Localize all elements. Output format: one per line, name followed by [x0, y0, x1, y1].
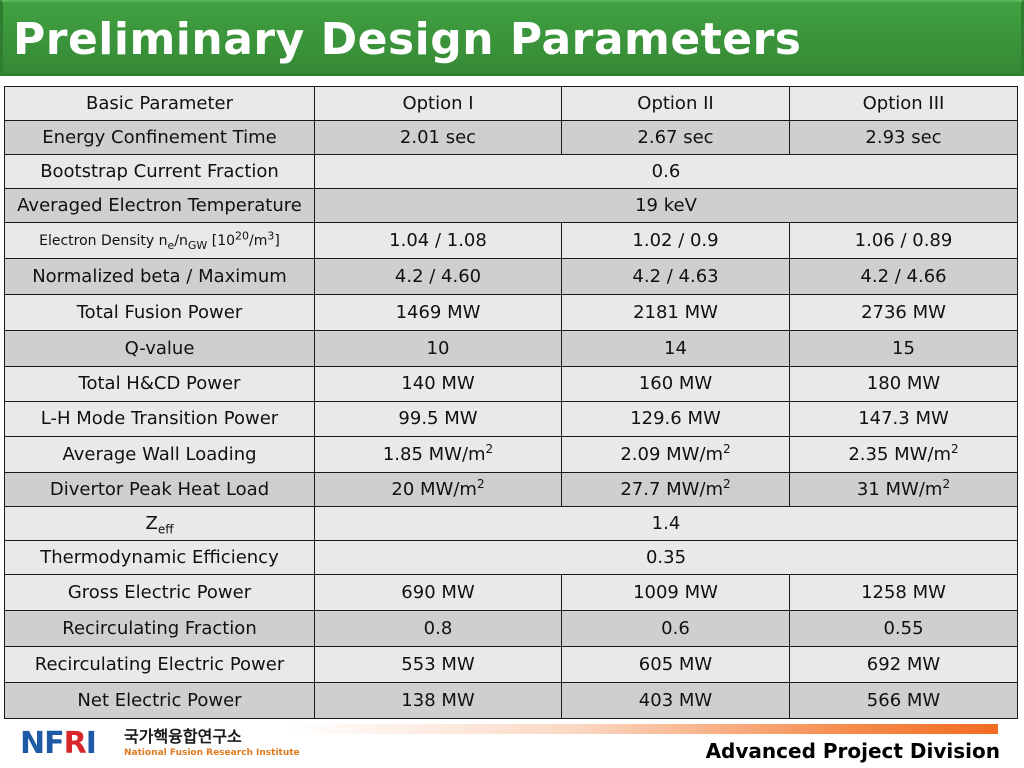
table-row: Q-value 10 14 15 [4, 330, 1018, 367]
cell-option-3: 566 MW [789, 682, 1018, 719]
table-row: Zeff 1.4 [4, 506, 1018, 541]
cell-option-3: 4.2 / 4.66 [789, 258, 1018, 295]
cell-option-2: 0.6 [561, 610, 790, 647]
cell-option-1: 140 MW [314, 366, 562, 402]
nfri-logo-korean: 국가핵융합연구소 [124, 727, 242, 746]
header-option-3: Option III [789, 86, 1018, 121]
table-row: Energy Confinement Time 2.01 sec 2.67 se… [4, 120, 1018, 155]
row-label-zeff: Zeff [4, 506, 315, 541]
row-label: Recirculating Electric Power [4, 646, 315, 683]
header-option-2: Option II [561, 86, 790, 121]
cell-option-1: 553 MW [314, 646, 562, 683]
title-bar: Preliminary Design Parameters [0, 0, 1024, 76]
cell-option-1: 0.8 [314, 610, 562, 647]
cell-option-2: 14 [561, 330, 790, 367]
cell-option-1: 99.5 MW [314, 401, 562, 437]
cell-option-3: 1258 MW [789, 574, 1018, 611]
table-row: Net Electric Power 138 MW 403 MW 566 MW [4, 682, 1018, 719]
division-name: Advanced Project Division [705, 739, 1000, 763]
cell-merged: 1.4 [314, 506, 1018, 541]
cell-option-3: 147.3 MW [789, 401, 1018, 437]
row-label-electron-density: Electron Density ne/nGW [1020/m3] [4, 222, 315, 259]
cell-option-2: 2.09 MW/m2 [561, 436, 790, 473]
table-row: Gross Electric Power 690 MW 1009 MW 1258… [4, 574, 1018, 611]
table-row: Bootstrap Current Fraction 0.6 [4, 154, 1018, 189]
cell-option-3: 1.06 / 0.89 [789, 222, 1018, 259]
cell-option-2: 160 MW [561, 366, 790, 402]
cell-option-1: 1.04 / 1.08 [314, 222, 562, 259]
cell-option-3: 0.55 [789, 610, 1018, 647]
row-label: Averaged Electron Temperature [4, 188, 315, 223]
row-label: Total H&CD Power [4, 366, 315, 402]
header-option-1: Option I [314, 86, 562, 121]
row-label: Total Fusion Power [4, 294, 315, 331]
table-row: Recirculating Electric Power 553 MW 605 … [4, 646, 1018, 683]
table-row: Averaged Electron Temperature 19 keV [4, 188, 1018, 223]
cell-option-1: 10 [314, 330, 562, 367]
cell-option-1: 20 MW/m2 [314, 472, 562, 507]
cell-option-3: 15 [789, 330, 1018, 367]
table-row: Electron Density ne/nGW [1020/m3] 1.04 /… [4, 222, 1018, 259]
table-row: Divertor Peak Heat Load 20 MW/m2 27.7 MW… [4, 472, 1018, 507]
row-label: Bootstrap Current Fraction [4, 154, 315, 189]
cell-option-3: 692 MW [789, 646, 1018, 683]
row-label: Thermodynamic Efficiency [4, 540, 315, 575]
cell-option-2: 2.67 sec [561, 120, 790, 155]
nfri-logo: NFRI 국가핵융합연구소 National Fusion Research I… [20, 726, 300, 763]
cell-option-2: 4.2 / 4.63 [561, 258, 790, 295]
cell-option-1: 2.01 sec [314, 120, 562, 155]
table-row: Total H&CD Power 140 MW 160 MW 180 MW [4, 366, 1018, 402]
nfri-logo-letters: NFRI [20, 726, 97, 761]
table-header-row: Basic Parameter Option I Option II Optio… [4, 86, 1018, 121]
page-title: Preliminary Design Parameters [13, 14, 802, 65]
row-label: Recirculating Fraction [4, 610, 315, 647]
row-label: Q-value [4, 330, 315, 367]
table-row: Recirculating Fraction 0.8 0.6 0.55 [4, 610, 1018, 647]
cell-option-1: 138 MW [314, 682, 562, 719]
cell-option-1: 1469 MW [314, 294, 562, 331]
row-label: Average Wall Loading [4, 436, 315, 473]
cell-merged: 19 keV [314, 188, 1018, 223]
cell-option-1: 1.85 MW/m2 [314, 436, 562, 473]
footer-accent-line [288, 724, 998, 734]
cell-option-1: 690 MW [314, 574, 562, 611]
cell-option-3: 31 MW/m2 [789, 472, 1018, 507]
row-label: Energy Confinement Time [4, 120, 315, 155]
cell-merged: 0.6 [314, 154, 1018, 189]
row-label: Normalized beta / Maximum [4, 258, 315, 295]
parameters-table: Basic Parameter Option I Option II Optio… [4, 86, 1018, 719]
cell-option-3: 2.93 sec [789, 120, 1018, 155]
cell-option-1: 4.2 / 4.60 [314, 258, 562, 295]
table-row: Total Fusion Power 1469 MW 2181 MW 2736 … [4, 294, 1018, 331]
cell-option-2: 403 MW [561, 682, 790, 719]
table-row: Average Wall Loading 1.85 MW/m2 2.09 MW/… [4, 436, 1018, 473]
cell-option-2: 1009 MW [561, 574, 790, 611]
table-row: Thermodynamic Efficiency 0.35 [4, 540, 1018, 575]
row-label: Gross Electric Power [4, 574, 315, 611]
row-label: L-H Mode Transition Power [4, 401, 315, 437]
cell-merged: 0.35 [314, 540, 1018, 575]
cell-option-3: 2736 MW [789, 294, 1018, 331]
cell-option-2: 1.02 / 0.9 [561, 222, 790, 259]
row-label: Net Electric Power [4, 682, 315, 719]
cell-option-2: 605 MW [561, 646, 790, 683]
nfri-logo-english: National Fusion Research Institute [124, 748, 300, 758]
row-label: Divertor Peak Heat Load [4, 472, 315, 507]
cell-option-2: 2181 MW [561, 294, 790, 331]
cell-option-3: 2.35 MW/m2 [789, 436, 1018, 473]
cell-option-2: 27.7 MW/m2 [561, 472, 790, 507]
header-basic-parameter: Basic Parameter [4, 86, 315, 121]
table-row: L-H Mode Transition Power 99.5 MW 129.6 … [4, 401, 1018, 437]
cell-option-2: 129.6 MW [561, 401, 790, 437]
cell-option-3: 180 MW [789, 366, 1018, 402]
table-row: Normalized beta / Maximum 4.2 / 4.60 4.2… [4, 258, 1018, 295]
